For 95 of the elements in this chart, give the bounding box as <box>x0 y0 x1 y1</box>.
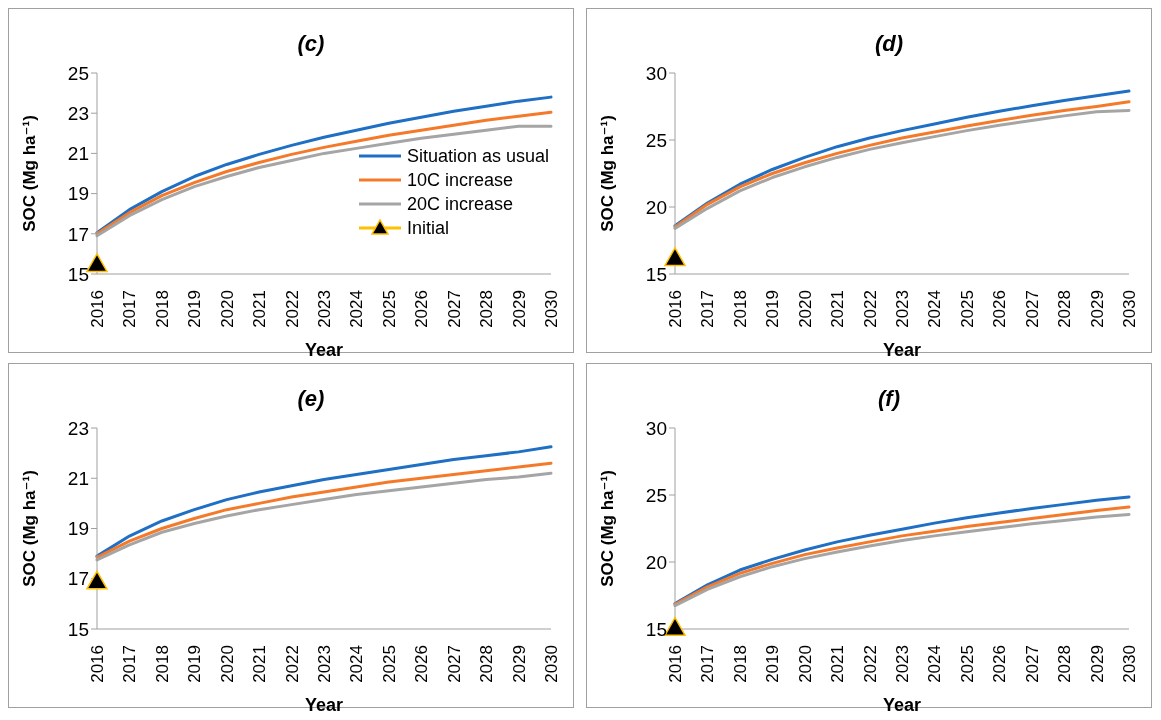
x-tick-label: 2021 <box>828 290 848 328</box>
x-tick-label: 2024 <box>347 290 367 328</box>
y-tick-label: 19 <box>67 183 89 205</box>
x-tick-label: 2021 <box>828 645 848 683</box>
y-tick-label: 15 <box>67 618 89 640</box>
x-tick-label: 2022 <box>282 645 302 683</box>
x-tick-label: 2019 <box>763 645 783 683</box>
y-tick-label: 15 <box>645 263 667 285</box>
x-tick-label: 2023 <box>315 290 335 328</box>
y-axis-title: SOC (Mg ha⁻¹) <box>20 470 40 587</box>
x-tick-label: 2020 <box>217 290 237 328</box>
x-tick-label: 2017 <box>698 645 718 683</box>
x-tick-label: 2018 <box>730 290 750 328</box>
legend-label: 10C increase <box>406 169 513 192</box>
y-tick-label: 15 <box>67 263 89 285</box>
x-tick-label: 2025 <box>957 290 977 328</box>
x-tick-label: 2017 <box>120 290 140 328</box>
y-tick-label: 20 <box>645 551 667 573</box>
x-tick-label: 2026 <box>412 290 432 328</box>
y-axis-title: SOC (Mg ha⁻¹) <box>598 115 618 232</box>
y-tick-label: 20 <box>645 196 667 218</box>
x-tick-label: 2023 <box>893 645 913 683</box>
x-tick-label: 2030 <box>542 645 562 683</box>
chart-title: (e) <box>296 385 326 413</box>
x-tick-label: 2022 <box>282 290 302 328</box>
x-tick-label: 2029 <box>1087 290 1107 328</box>
y-tick-label: 25 <box>645 129 667 151</box>
x-tick-label: 2027 <box>444 645 464 683</box>
x-tick-label: 2016 <box>666 290 686 328</box>
y-tick-label: 19 <box>67 518 89 540</box>
x-tick-label: 2018 <box>152 645 172 683</box>
y-axis-title: SOC (Mg ha⁻¹) <box>20 115 40 232</box>
x-tick-label: 2025 <box>379 645 399 683</box>
x-tick-label: 2030 <box>542 290 562 328</box>
y-axis-title: SOC (Mg ha⁻¹) <box>598 470 618 587</box>
x-tick-label: 2030 <box>1120 645 1140 683</box>
y-tick-label: 23 <box>67 102 89 124</box>
legend-label: Situation as usual <box>406 145 549 168</box>
y-tick-label: 25 <box>645 484 667 506</box>
x-tick-label: 2019 <box>185 290 205 328</box>
x-tick-label: 2018 <box>152 290 172 328</box>
x-tick-label: 2026 <box>990 645 1010 683</box>
x-tick-label: 2029 <box>509 290 529 328</box>
x-tick-label: 2024 <box>925 645 945 683</box>
x-tick-label: 2018 <box>730 645 750 683</box>
y-tick-label: 25 <box>67 62 89 84</box>
x-tick-label: 2023 <box>893 290 913 328</box>
x-tick-label: 2017 <box>698 290 718 328</box>
x-tick-label: 2022 <box>860 290 880 328</box>
x-tick-label: 2016 <box>88 290 108 328</box>
x-tick-label: 2022 <box>860 645 880 683</box>
x-tick-label: 2026 <box>412 645 432 683</box>
chart-title: (f) <box>877 385 901 413</box>
y-tick-label: 30 <box>645 417 667 439</box>
x-tick-label: 2029 <box>509 645 529 683</box>
x-tick-label: 2030 <box>1120 290 1140 328</box>
chart-title: (c) <box>296 30 326 58</box>
x-tick-label: 2020 <box>795 290 815 328</box>
x-tick-label: 2019 <box>763 290 783 328</box>
y-tick-label: 23 <box>67 417 89 439</box>
x-tick-label: 2016 <box>88 645 108 683</box>
x-tick-label: 2023 <box>315 645 335 683</box>
x-axis-title: Year <box>882 695 922 715</box>
x-tick-label: 2017 <box>120 645 140 683</box>
x-tick-label: 2027 <box>1022 645 1042 683</box>
y-tick-label: 17 <box>67 223 89 245</box>
x-tick-label: 2025 <box>379 290 399 328</box>
x-tick-label: 2028 <box>1055 645 1075 683</box>
legend-label: Initial <box>406 217 449 240</box>
x-tick-label: 2020 <box>795 645 815 683</box>
x-axis-title: Year <box>304 340 344 360</box>
x-tick-label: 2025 <box>957 645 977 683</box>
legend-label: 20C increase <box>406 193 513 216</box>
x-tick-label: 2027 <box>444 290 464 328</box>
x-tick-label: 2019 <box>185 645 205 683</box>
x-tick-label: 2027 <box>1022 290 1042 328</box>
x-tick-label: 2024 <box>925 290 945 328</box>
x-tick-label: 2020 <box>217 645 237 683</box>
y-tick-label: 30 <box>645 62 667 84</box>
x-tick-label: 2028 <box>477 645 497 683</box>
x-tick-label: 2026 <box>990 290 1010 328</box>
x-tick-label: 2028 <box>1055 290 1075 328</box>
x-tick-label: 2029 <box>1087 645 1107 683</box>
chart-title: (d) <box>873 30 905 58</box>
x-axis-title: Year <box>304 695 344 715</box>
x-axis-title: Year <box>882 340 922 360</box>
x-tick-label: 2024 <box>347 645 367 683</box>
x-tick-label: 2021 <box>250 645 270 683</box>
y-tick-label: 15 <box>645 618 667 640</box>
x-tick-label: 2016 <box>666 645 686 683</box>
y-tick-label: 17 <box>67 568 89 590</box>
x-tick-label: 2028 <box>477 290 497 328</box>
y-tick-label: 21 <box>67 467 89 489</box>
y-tick-label: 21 <box>67 143 89 165</box>
x-tick-label: 2021 <box>250 290 270 328</box>
